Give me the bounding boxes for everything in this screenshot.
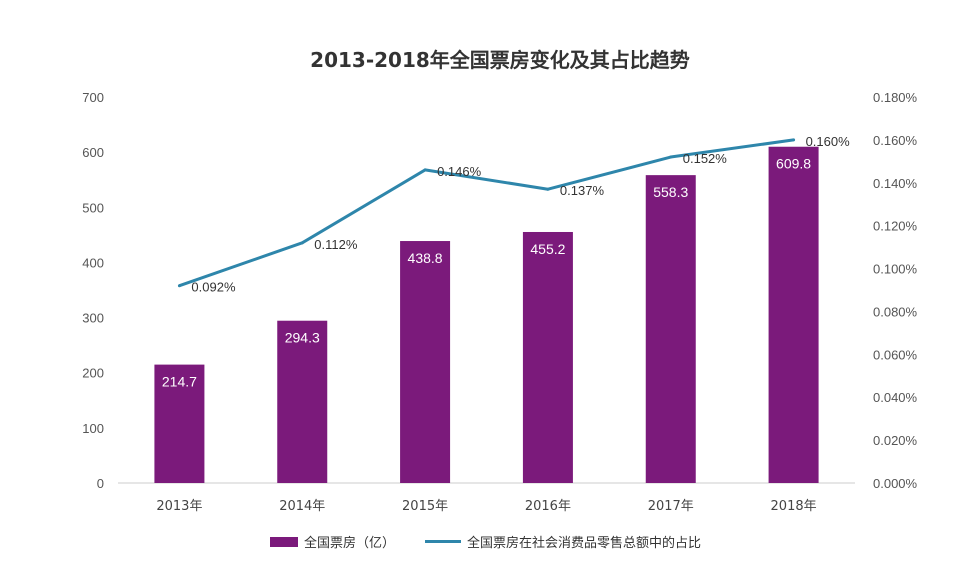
legend-item-line: 全国票房在社会消费品零售总额中的占比 — [425, 532, 701, 551]
line-point — [792, 138, 796, 142]
line-value-label: 0.146% — [437, 164, 482, 179]
bar-value-label: 214.7 — [162, 374, 197, 390]
bar — [154, 364, 205, 483]
line-value-label: 0.112% — [314, 237, 358, 252]
x-tick-label: 2014年 — [279, 499, 325, 514]
bar-value-label: 609.8 — [776, 156, 811, 172]
left-tick-label: 600 — [82, 145, 104, 160]
bar — [522, 231, 573, 483]
line-point — [300, 241, 304, 245]
legend-label-line: 全国票房在社会消费品零售总额中的占比 — [467, 536, 702, 551]
left-tick-label: 100 — [82, 421, 104, 436]
left-axis: 0 100 200 300 400 500 600 700 — [82, 90, 104, 491]
left-tick-label: 400 — [82, 255, 104, 270]
legend-swatch-line — [425, 540, 462, 543]
right-tick-label: 0.100% — [873, 262, 918, 277]
left-tick-label: 300 — [82, 311, 104, 326]
bar — [400, 241, 451, 483]
bar — [645, 175, 696, 483]
right-tick-label: 0.140% — [873, 176, 918, 191]
x-axis: 2013年 2014年 2015年 2016年 2017年 2018年 — [118, 482, 855, 514]
right-tick-label: 0.060% — [873, 347, 918, 362]
legend-item-bars: 全国票房（亿） — [270, 532, 395, 551]
line-point — [669, 155, 673, 159]
right-axis: 0.000% 0.020% 0.040% 0.060% 0.080% 0.100% 0.12… — [873, 90, 918, 491]
right-tick-label: 0.080% — [873, 304, 918, 319]
legend-label-bars: 全国票房（亿） — [304, 536, 396, 551]
left-tick-label: 0 — [97, 476, 104, 491]
bar — [277, 320, 328, 483]
line-value-label: 0.152% — [683, 151, 728, 166]
left-tick-label: 500 — [82, 200, 104, 215]
x-tick-label: 2017年 — [648, 499, 694, 514]
right-tick-label: 0.120% — [873, 219, 918, 234]
right-tick-label: 0.180% — [873, 90, 918, 105]
legend: 全国票房（亿） 全国票房在社会消费品零售总额中的占比 — [270, 532, 701, 551]
right-tick-label: 0.040% — [873, 390, 918, 405]
line-point — [546, 187, 550, 191]
bar-value-label: 455.2 — [530, 241, 565, 257]
x-tick-label: 2016年 — [525, 499, 571, 514]
x-tick-label: 2013年 — [156, 499, 202, 514]
left-tick-label: 200 — [82, 366, 104, 381]
bar-value-label: 558.3 — [653, 184, 688, 200]
line-value-label: 0.137% — [560, 183, 605, 198]
bar-value-label: 294.3 — [285, 330, 320, 346]
bar-value-label: 438.8 — [408, 250, 443, 266]
line-value-label: 0.160% — [806, 134, 851, 149]
line-point — [177, 284, 181, 288]
x-tick-label: 2015年 — [402, 499, 448, 514]
right-tick-label: 0.000% — [873, 476, 918, 491]
bar — [768, 146, 819, 483]
x-tick-label: 2018年 — [771, 499, 817, 514]
line-series: 0.092% 0.112% 0.146% 0.137% 0.152% 0.160% — [177, 134, 851, 295]
line-path — [178, 138, 794, 288]
right-tick-label: 0.020% — [873, 433, 918, 448]
left-tick-label: 700 — [82, 90, 104, 105]
right-tick-label: 0.160% — [873, 133, 918, 148]
bar-series: 214.7 294.3 438.8 455.2 558.3 609.8 — [154, 146, 819, 483]
line-value-label: 0.092% — [191, 280, 236, 295]
line-point — [423, 168, 427, 172]
legend-swatch-bar — [270, 536, 298, 547]
chart-title: 2013-2018年全国票房变化及其占比趋势 — [310, 48, 690, 72]
